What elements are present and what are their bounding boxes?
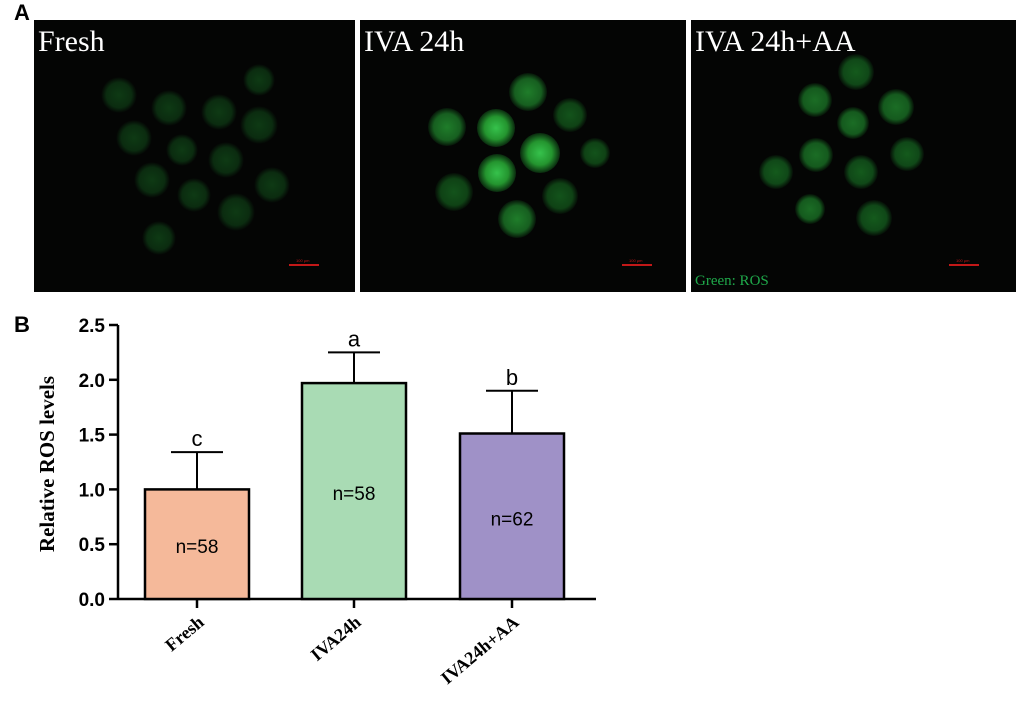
micrograph-fresh: Fresh 100 μm bbox=[34, 20, 355, 292]
y-axis-title: Relative ROS levels bbox=[35, 376, 59, 552]
ros-stain-legend: Green: ROS bbox=[695, 273, 769, 289]
scale-bar-label: 100 μm bbox=[629, 258, 643, 263]
panel-b-letter: B bbox=[14, 312, 30, 337]
micrograph-label: IVA 24h bbox=[364, 25, 465, 58]
sample-size-label: n=58 bbox=[333, 484, 376, 505]
scale-bar-label: 100 μm bbox=[296, 258, 310, 263]
x-category-label: Fresh bbox=[161, 612, 207, 655]
y-tick-label: 0.5 bbox=[79, 535, 106, 556]
oocyte-fluorescence-fresh bbox=[101, 64, 290, 255]
micrograph-iva-24h: IVA 24h 100 μm bbox=[360, 20, 686, 292]
y-tick-label: 1.0 bbox=[79, 480, 105, 501]
panel-a-letter: A bbox=[14, 0, 30, 25]
sample-size-label: n=58 bbox=[176, 537, 219, 558]
y-tick-label: 1.5 bbox=[79, 426, 106, 447]
ros-bar-chart: 0.0 0.5 1.0 1.5 2.0 2.5 Relative ROS levels c n=… bbox=[35, 316, 596, 688]
x-category-label: IVA24h+AA bbox=[437, 612, 523, 688]
scale-bar bbox=[949, 264, 979, 266]
oocyte-fluorescence-iva-24h bbox=[428, 73, 610, 238]
sample-size-label: n=62 bbox=[491, 509, 534, 530]
significance-letter: b bbox=[506, 365, 518, 390]
x-category-label: IVA24h bbox=[307, 612, 365, 665]
micrograph-label: IVA 24h+AA bbox=[695, 25, 856, 58]
y-tick-label: 2.0 bbox=[79, 371, 105, 392]
significance-letter: a bbox=[348, 326, 361, 351]
y-tick-label: 0.0 bbox=[79, 590, 105, 611]
significance-letter: c bbox=[192, 426, 203, 451]
oocyte-fluorescence-iva-24h-aa bbox=[759, 54, 924, 236]
scale-bar-label: 100 μm bbox=[956, 258, 970, 263]
scale-bar bbox=[289, 264, 319, 266]
y-tick-label: 2.5 bbox=[79, 316, 106, 337]
micrograph-iva-24h-aa: IVA 24h+AA 100 μm Green: ROS bbox=[691, 20, 1016, 292]
scale-bar bbox=[622, 264, 652, 266]
bar bbox=[143, 488, 251, 601]
micrograph-label: Fresh bbox=[38, 25, 105, 58]
